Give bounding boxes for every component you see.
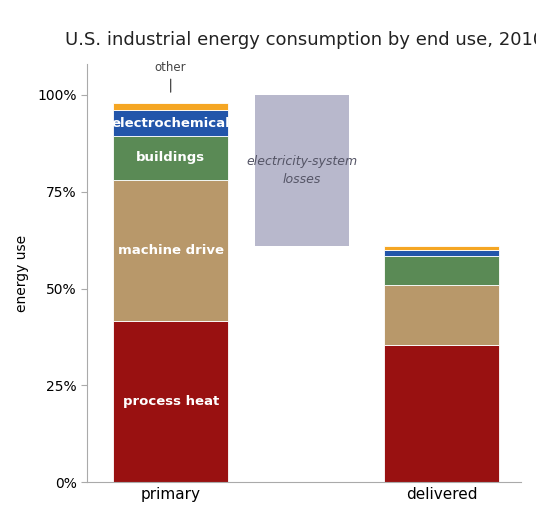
Bar	[384, 246, 499, 250]
Bar	[255, 95, 349, 246]
Bar	[113, 111, 228, 135]
Text: process heat: process heat	[123, 396, 219, 408]
Bar	[113, 180, 228, 322]
Bar	[113, 103, 228, 111]
Bar	[384, 345, 499, 482]
Y-axis label: energy use: energy use	[15, 235, 29, 312]
Text: electricity-system
losses: electricity-system losses	[247, 155, 358, 186]
Text: electrochemical: electrochemical	[111, 116, 230, 129]
Text: machine drive: machine drive	[118, 244, 224, 257]
Bar	[113, 135, 228, 180]
Text: other: other	[155, 60, 187, 92]
Bar	[113, 322, 228, 482]
Title: U.S. industrial energy consumption by end use, 2010: U.S. industrial energy consumption by en…	[64, 31, 536, 49]
Bar	[384, 250, 499, 255]
Text: buildings: buildings	[136, 151, 205, 164]
Bar	[384, 285, 499, 345]
Bar	[384, 255, 499, 285]
